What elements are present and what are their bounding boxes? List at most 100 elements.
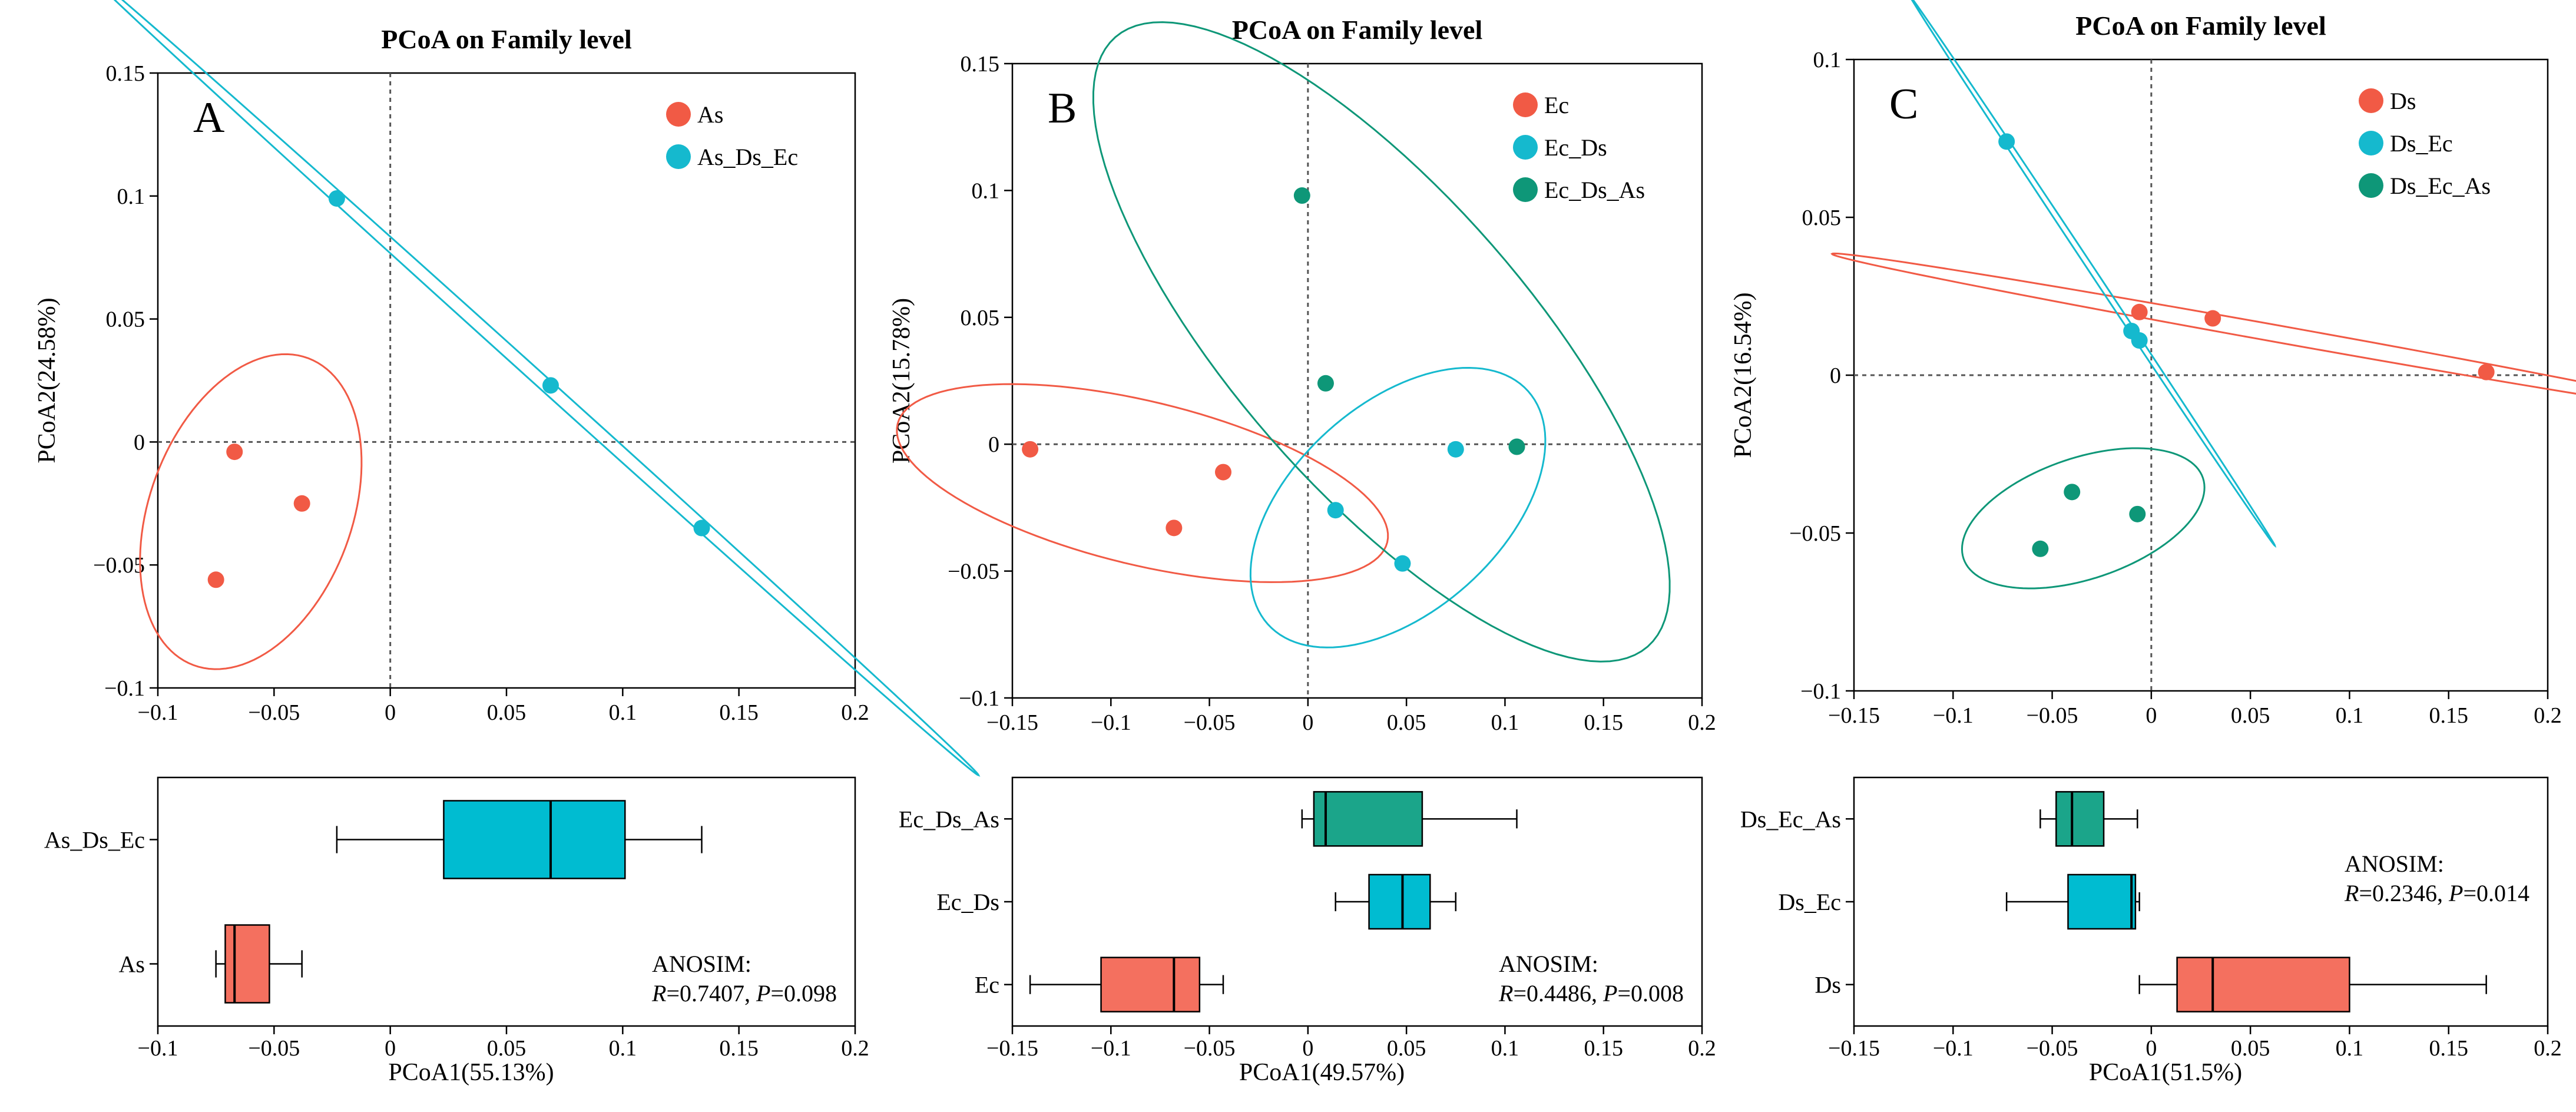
legend-label: Ec_Ds_As xyxy=(1544,177,1645,203)
panel-label: C xyxy=(1889,80,1918,128)
confidence-ellipse-ds xyxy=(1830,252,2576,395)
chart-title: PCoA on Family level xyxy=(1232,15,1482,45)
legend-label: Ec xyxy=(1544,92,1569,118)
legend-label: Ds xyxy=(2390,88,2416,114)
box-ec-ds-as xyxy=(1313,791,1423,847)
box-x-tick-label: 0.15 xyxy=(2429,1036,2468,1061)
box-x-tick-label: 0 xyxy=(385,1036,396,1061)
legend-marker xyxy=(2359,131,2383,155)
y-axis-label: PCoA2(15.78%) xyxy=(888,298,915,464)
category-label: Ec_Ds xyxy=(936,889,999,915)
x-axis-label: PCoA1(51.5%) xyxy=(2089,1059,2242,1086)
panel-c: PCoA on Family level−0.15 −0.1 −0.05 0 0.05 0… xyxy=(1730,0,2576,1086)
category-label: Ds_Ec_As xyxy=(1740,806,1841,832)
anosim-title: ANOSIM: xyxy=(1499,951,1598,977)
panel-a: PCoA on Family level −0.1 −0.05 0 0.05 0.1 0.1… xyxy=(34,0,981,1086)
box-ec-ds xyxy=(1368,873,1431,930)
box-ds-ec xyxy=(2067,873,2137,930)
y-tick-label: 0 xyxy=(988,432,999,457)
box-x-tick-label: 0.2 xyxy=(841,1036,869,1061)
x-tick-label: −0.05 xyxy=(2027,703,2078,728)
data-point-ec-ds-as xyxy=(1293,187,1310,204)
box-x-tick-label: −0.05 xyxy=(1184,1036,1236,1061)
data-point-ec-ds xyxy=(1447,441,1464,458)
box-x-tick-label: −0.05 xyxy=(248,1036,300,1061)
box-as xyxy=(224,924,270,1004)
data-point-ds-ec-as xyxy=(2032,540,2049,557)
confidence-ellipse-ec-ds xyxy=(1249,366,1547,648)
confidence-ellipse-ds-ec xyxy=(1911,0,2277,548)
x-tick-label: −0.1 xyxy=(1933,703,1974,728)
legend-marker xyxy=(1513,177,1538,202)
x-axis-label: PCoA1(49.57%) xyxy=(1239,1059,1405,1086)
panel-label: B xyxy=(1048,84,1077,133)
y-tick-label: −0.05 xyxy=(1789,521,1841,546)
x-tick-label: 0.05 xyxy=(2231,703,2270,728)
box-x-tick-label: 0.15 xyxy=(719,1036,759,1061)
box-x-tick-label: 0.1 xyxy=(1491,1036,1519,1061)
y-tick-label: 0.1 xyxy=(1813,48,1842,72)
x-tick-label: 0.15 xyxy=(1584,710,1623,735)
box-x-tick-label: 0.1 xyxy=(609,1036,637,1061)
anosim-p-value: =0.014 xyxy=(2463,880,2529,906)
panel-label: A xyxy=(193,94,224,142)
chart-title: PCoA on Family level xyxy=(381,24,631,54)
box-x-tick-label: 0.2 xyxy=(2534,1036,2562,1061)
data-point-as xyxy=(226,444,243,461)
anosim-title: ANOSIM: xyxy=(652,951,751,977)
y-tick-label: 0.1 xyxy=(972,178,1000,203)
box-x-tick-label: 0.15 xyxy=(1584,1036,1623,1061)
y-axis-label: PCoA2(16.54%) xyxy=(1730,292,1757,458)
x-tick-label: 0.2 xyxy=(1688,710,1716,735)
anosim-r-value: =0.2346, xyxy=(2359,880,2449,906)
anosim-title: ANOSIM: xyxy=(2345,850,2444,877)
legend-label: Ds_Ec_As xyxy=(2390,173,2491,199)
y-tick-label: −0.05 xyxy=(948,560,999,584)
category-label: Ds xyxy=(1815,972,1841,998)
anosim-r-value: =0.4486, xyxy=(1513,980,1603,1007)
data-point-ds-ec xyxy=(1998,133,2015,150)
x-tick-label: 0.15 xyxy=(719,700,759,725)
box-x-tick-label: −0.1 xyxy=(138,1036,178,1061)
y-tick-label: 0.1 xyxy=(117,184,145,209)
x-tick-label: −0.05 xyxy=(1184,710,1236,735)
anosim-r-label: R xyxy=(651,980,666,1007)
legend-marker xyxy=(2359,173,2383,198)
box-x-tick-label: −0.1 xyxy=(1091,1036,1131,1061)
x-tick-label: 0.1 xyxy=(2336,703,2364,728)
box-x-tick-label: −0.1 xyxy=(1933,1036,1974,1061)
legend-label: As_Ds_Ec xyxy=(697,144,798,170)
box-x-tick-label: 0.1 xyxy=(2336,1036,2364,1061)
data-point-ds-ec-as xyxy=(2064,484,2081,501)
box-x-tick-label: 0.2 xyxy=(1688,1036,1716,1061)
data-point-as-ds-ec xyxy=(542,377,559,394)
anosim-p-label: P xyxy=(2448,880,2463,906)
y-tick-label: 0.05 xyxy=(961,306,1000,330)
x-tick-label: 0 xyxy=(1302,710,1313,735)
y-tick-label: 0.05 xyxy=(106,307,145,332)
data-point-ec-ds xyxy=(1394,555,1411,572)
chart-title: PCoA on Family level xyxy=(2075,11,2326,41)
box-x-tick-label: −0.15 xyxy=(1828,1036,1880,1061)
x-tick-label: 0.05 xyxy=(487,700,527,725)
confidence-ellipse-ds-ec-as xyxy=(1961,447,2206,590)
data-point-ds xyxy=(2131,303,2148,320)
x-tick-label: −0.1 xyxy=(138,700,178,725)
confidence-ellipse-ec-ds-as xyxy=(1092,21,1671,663)
confidence-ellipse-ec xyxy=(896,383,1389,583)
y-tick-label: −0.1 xyxy=(104,676,145,701)
data-point-ds xyxy=(2478,363,2495,380)
box-x-tick-label: −0.05 xyxy=(2027,1036,2078,1061)
anosim-stats: R=0.7407, P=0.098 xyxy=(651,980,837,1007)
data-point-as-ds-ec xyxy=(693,519,710,537)
anosim-p-value: =0.008 xyxy=(1617,980,1684,1007)
x-tick-label: 0.15 xyxy=(2429,703,2468,728)
confidence-ellipse-as-ds-ec xyxy=(113,0,981,777)
legend-marker xyxy=(1513,92,1538,117)
data-point-ec xyxy=(1166,519,1183,537)
x-tick-label: 0.05 xyxy=(1387,710,1426,735)
anosim-stats: R=0.4486, P=0.008 xyxy=(1498,980,1684,1007)
scatter-frame xyxy=(1011,62,1703,699)
data-point-ds xyxy=(2204,310,2221,327)
y-tick-label: −0.05 xyxy=(93,553,145,578)
